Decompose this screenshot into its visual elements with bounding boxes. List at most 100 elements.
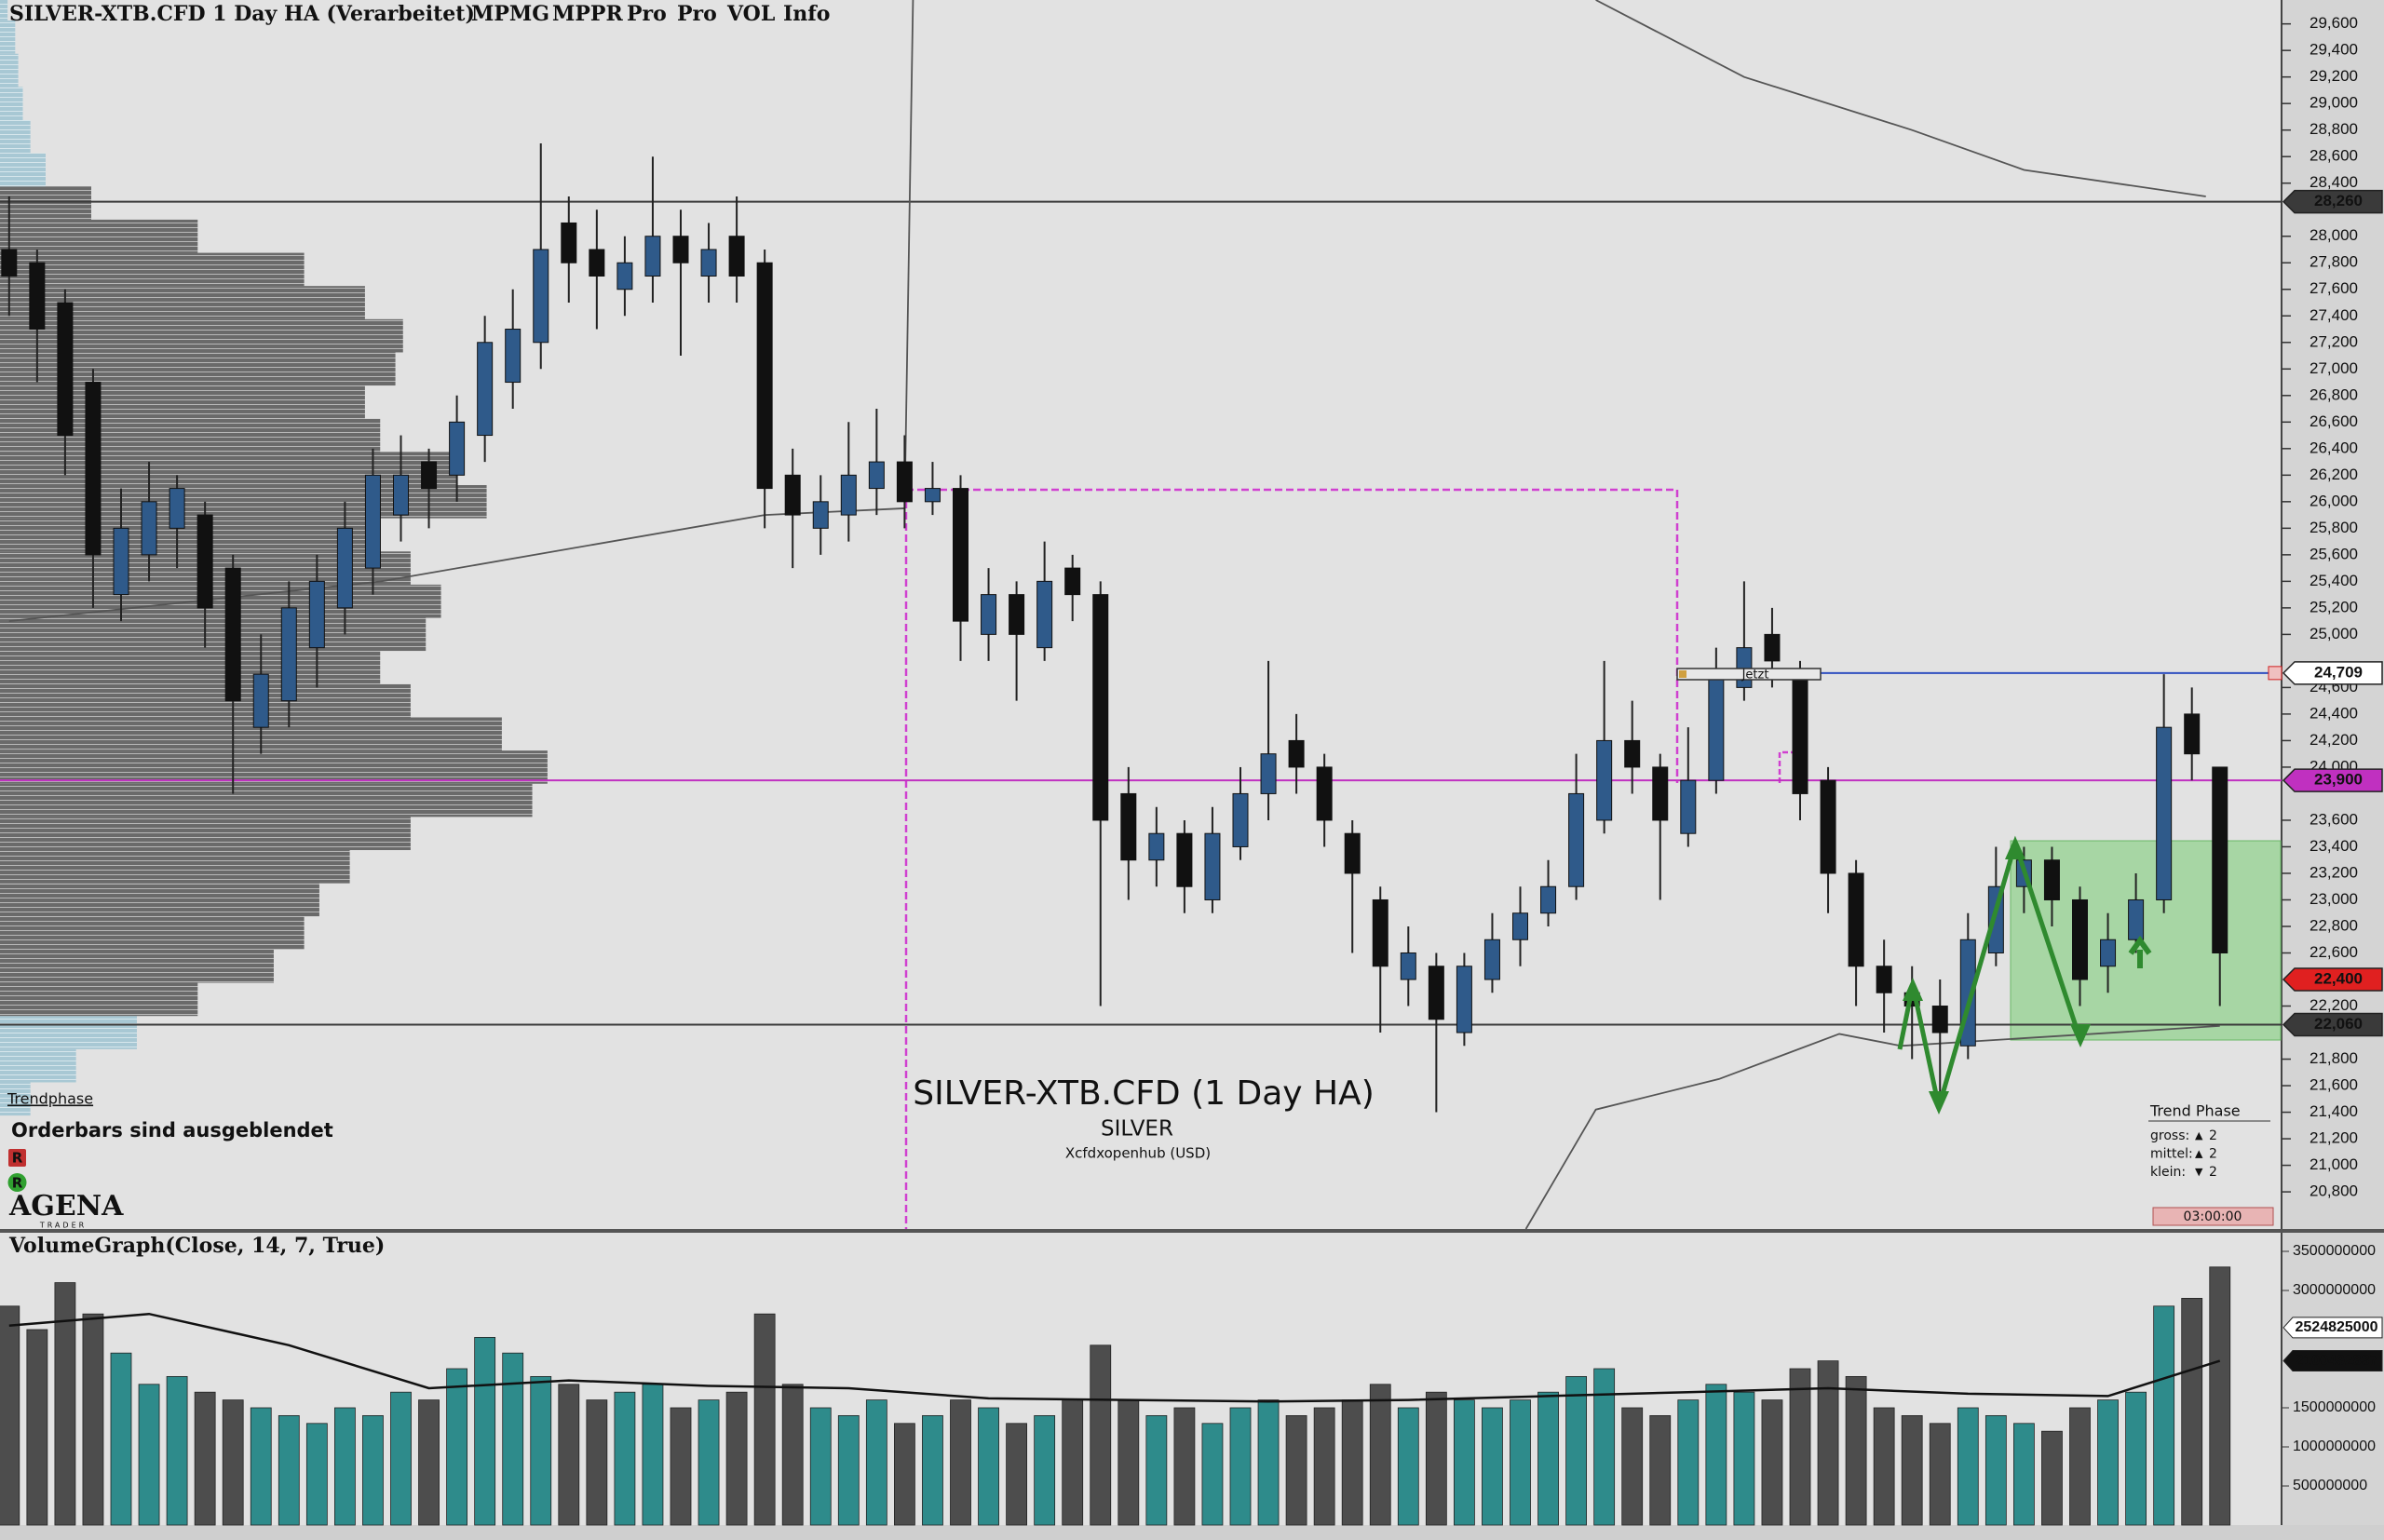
watermark-symbol: SILVER (1101, 1117, 1173, 1141)
price-label: 23,900 (2314, 771, 2363, 789)
y-tick-label: 24,200 (2310, 731, 2358, 749)
toolbar-button[interactable]: MPMG (471, 2, 549, 26)
pane-separator (0, 1229, 2384, 1233)
volume-bar (502, 1352, 524, 1526)
row-arrow: ▼ (2195, 1166, 2203, 1178)
magenta-box (904, 488, 1679, 1229)
candle-body (393, 474, 409, 516)
row-value: 2 (2209, 1128, 2217, 1143)
y-tick-label: 21,200 (2310, 1129, 2358, 1147)
y-tick-label: 22,600 (2310, 943, 2358, 961)
y-tick-label: 29,600 (2310, 14, 2358, 32)
now-box (1676, 668, 1822, 681)
candle-body (1232, 792, 1249, 847)
candle-body (280, 607, 297, 702)
toolbar-button[interactable]: MPPR (552, 2, 623, 26)
candles (1, 142, 2228, 1113)
y-tick-label: 3000000000 (2293, 1282, 2376, 1298)
volume-bar (2181, 1298, 2203, 1526)
candle-body (57, 302, 74, 437)
badge[interactable] (8, 1149, 26, 1167)
moving-average (8, 1312, 2221, 1403)
candle-body (29, 262, 46, 331)
candle-body (672, 236, 689, 263)
candle-body (1344, 832, 1361, 874)
candle-body (1708, 673, 1725, 781)
volume-bar (54, 1282, 76, 1526)
timer: 03:00:00 (2184, 1209, 2242, 1224)
row-label: mittel: (2150, 1147, 2193, 1162)
candle-body (196, 514, 213, 609)
volume-bar (1873, 1407, 1895, 1526)
volume-bar (725, 1391, 748, 1526)
badge[interactable] (7, 1173, 27, 1192)
toolbar-button[interactable]: Info (783, 2, 830, 26)
volume-bar (1845, 1376, 1867, 1526)
volume-bar (781, 1384, 804, 1526)
candle-body (896, 461, 913, 503)
candle-body (1, 249, 18, 277)
trend-arrow (2128, 935, 2152, 968)
profile-bar (0, 219, 198, 253)
volume-bar (1817, 1360, 1839, 1526)
arrow-down (2070, 1024, 2091, 1047)
volume-bar (333, 1407, 356, 1526)
candle-body (924, 488, 941, 503)
y-tick-label: 21,600 (2310, 1076, 2358, 1094)
y-tick-label: 25,800 (2310, 519, 2358, 536)
y-tick-label: 28,000 (2310, 226, 2358, 244)
watermark-source: Xcfdxopenhub (USD) (1065, 1145, 1211, 1162)
volume-bar (82, 1313, 104, 1526)
volume-bar (1062, 1399, 1084, 1526)
volume-bar (0, 1305, 20, 1526)
y-tick-label: 26,600 (2310, 412, 2358, 430)
volume-bar (278, 1415, 300, 1526)
candle-body (812, 501, 829, 529)
volume-bar (138, 1384, 160, 1526)
y-tick-label: 22,800 (2310, 916, 2358, 934)
y-tick-label: 500000000 (2293, 1478, 2367, 1493)
price-label-box (2282, 661, 2383, 685)
volume-bar (1006, 1423, 1027, 1526)
candle-body (1876, 966, 1892, 993)
volume-bar (1425, 1391, 1447, 1526)
timer-box (2152, 1207, 2274, 1226)
now-label: Jetzt (1741, 669, 1769, 682)
volume-profile (0, 0, 548, 1116)
volume-bar (2069, 1407, 2091, 1526)
volume-bar (1649, 1415, 1672, 1526)
toolbar-button[interactable]: Pro (627, 2, 667, 26)
profile-bar (0, 20, 16, 54)
price-label: 22,060 (2314, 1015, 2363, 1033)
volume-bar (753, 1313, 776, 1526)
logo-sub: TRADER (39, 1222, 87, 1230)
volume-bar (1901, 1415, 1923, 1526)
candle-body (308, 580, 325, 649)
volume-bar (1621, 1407, 1644, 1526)
y-tick-label: 21,000 (2310, 1155, 2358, 1173)
indicator-line (1595, 0, 2206, 197)
volume-bar (809, 1407, 832, 1526)
volume-bar (1565, 1376, 1587, 1526)
price-label-box (2282, 189, 2383, 214)
toolbar-button[interactable]: Pro (677, 2, 717, 26)
volume-bar (2012, 1423, 2035, 1526)
trend-phase-title: Trend Phase (2149, 1102, 2241, 1120)
volume-bar (1761, 1399, 1783, 1526)
candle-body (505, 329, 522, 384)
volume-bar (586, 1399, 608, 1526)
candle-body (1540, 885, 1557, 914)
volume-bar (1034, 1415, 1056, 1526)
candle-body (2100, 939, 2117, 967)
y-tick-label: 23,400 (2310, 837, 2358, 855)
volume-bar (614, 1391, 636, 1526)
volume-bar (1229, 1407, 1252, 1526)
profile-bar (0, 750, 548, 784)
toolbar-button[interactable]: VOL (726, 2, 775, 26)
y-tick-label: 3500000000 (2293, 1243, 2376, 1259)
candle-body (1288, 739, 1305, 768)
profile-bar (0, 153, 46, 187)
candle-body (1483, 939, 1500, 980)
volume-bar (1285, 1415, 1307, 1526)
y-tick-label: 26,800 (2310, 385, 2358, 403)
